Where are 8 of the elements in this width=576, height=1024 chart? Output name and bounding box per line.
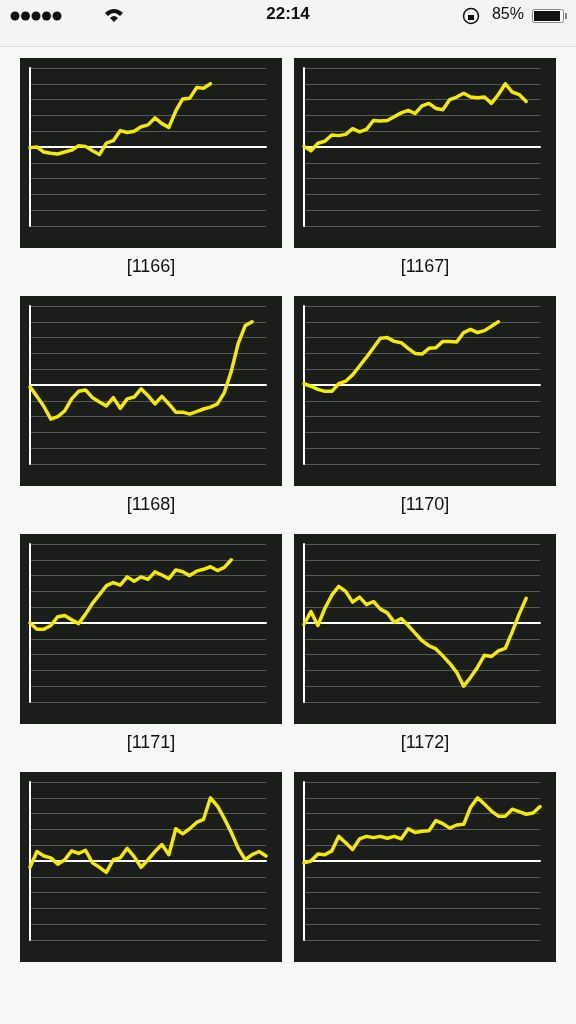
text: [1172] — [399, 732, 451, 753]
text: [1168] — [125, 494, 177, 515]
text: [1171] — [125, 732, 177, 753]
text: 22:14 — [266, 4, 310, 23]
text: 85% — [491, 5, 524, 23]
text: [1167] — [399, 256, 451, 277]
text: [1166] — [125, 256, 177, 277]
text: [1170] — [399, 494, 451, 515]
